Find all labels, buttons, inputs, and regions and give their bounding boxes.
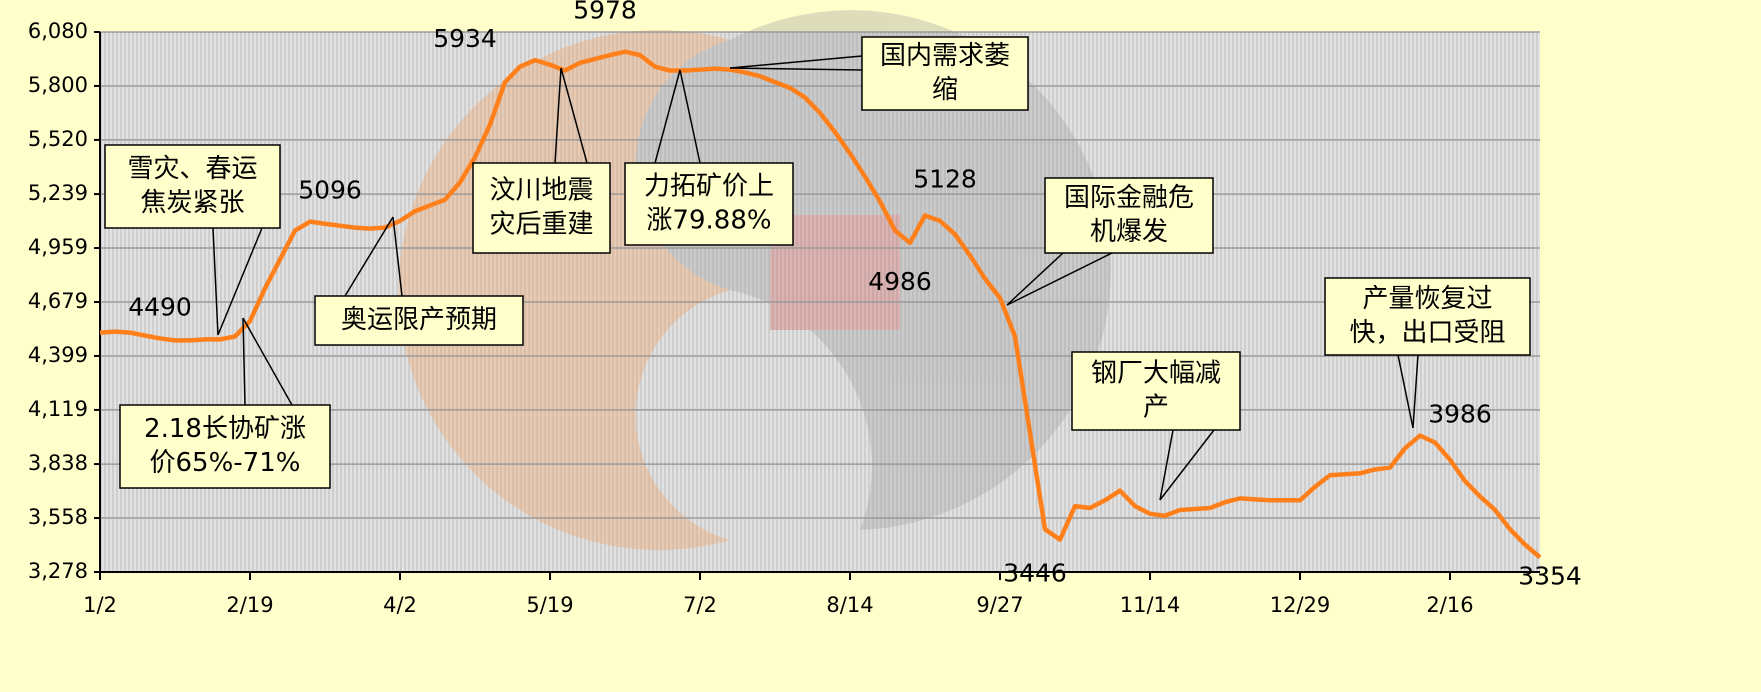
annotation-arrow [679,69,701,164]
annotation-arrow [1006,252,1113,306]
y-tick-label: 5,239 [28,181,88,205]
x-tick-label: 9/27 [976,593,1023,617]
annotation-box [1324,277,1531,356]
annotation-text: 产 [1143,393,1169,423]
x-tick-label: 5/19 [526,593,573,617]
annotation: 奥运限产预期 [314,216,524,346]
x-tick-label: 12/29 [1270,593,1331,617]
annotation-box [104,144,281,229]
y-tick-label: 6,080 [28,19,88,43]
annotation-text: 雪灾、春运 [127,154,257,184]
annotation-arrow [1159,429,1215,501]
annotation-arrow [1159,429,1174,501]
data-label: 5978 [573,0,637,25]
y-tick-label: 5,520 [28,127,88,151]
annotation-arrow [212,227,219,336]
annotation-text: 灾后重建 [489,210,593,240]
annotation-box [861,36,1029,111]
y-tick-label: 3,558 [28,505,88,529]
annotation-text: 2.18长协矿涨 [144,414,306,444]
data-label: 4490 [128,292,192,321]
annotation-arrow [344,216,394,297]
annotation-text: 缩 [932,75,958,105]
annotation-text: 奥运限产预期 [341,305,497,335]
annotation-arrow [217,227,263,336]
annotation-text: 力拓矿价上 [644,172,774,202]
x-tick-label: 11/14 [1120,593,1181,617]
y-tick-label: 4,959 [28,235,88,259]
annotation-text: 汶川地震 [489,176,593,206]
annotation-text: 快，出口受阻 [1349,318,1505,348]
annotation-box [1071,351,1241,431]
annotation-text: 国际金融危 [1064,183,1194,213]
annotation-text: 机爆发 [1090,217,1168,247]
data-label: 5934 [433,24,497,53]
data-label: 3446 [1003,559,1067,588]
annotation-text: 焦炭紧张 [140,188,244,218]
y-tick-label: 3,838 [28,451,88,475]
annotation-arrow [554,67,562,164]
y-tick-label: 4,399 [28,343,88,367]
annotation-box [472,162,611,254]
data-label: 3354 [1518,561,1582,590]
annotation-text: 钢厂大幅减 [1091,359,1221,389]
x-tick-label: 2/19 [226,593,273,617]
annotation-arrow [242,317,246,406]
y-tick-label: 3,278 [28,559,88,583]
annotation-box [1044,177,1214,254]
annotation-text: 国内需求萎 [880,41,1010,71]
data-label: 4986 [868,267,932,296]
annotation-box [624,162,794,246]
annotation-text: 产量恢复过 [1362,284,1492,314]
annotation-text: 价65%-71% [150,448,301,478]
annotation-box [314,295,524,346]
data-label: 5128 [913,164,977,193]
y-tick-label: 4,679 [28,289,88,313]
annotation-arrow [560,67,588,164]
x-tick-label: 1/2 [83,593,117,617]
data-label: 3986 [1428,400,1492,429]
annotation-arrow [654,69,681,164]
annotation-arrow [242,317,293,406]
x-tick-label: 4/2 [383,593,417,617]
data-label: 5096 [298,176,362,205]
x-tick-label: 2/16 [1426,593,1473,617]
series-line [99,49,1542,560]
x-tick-label: 8/14 [826,593,873,617]
annotation-arrow [1006,252,1064,306]
y-tick-label: 4,119 [28,397,88,421]
annotation-arrow [1412,354,1419,429]
y-tick-label: 5,800 [28,73,88,97]
x-tick-label: 7/2 [683,593,717,617]
annotation-arrow [1397,354,1414,429]
annotation-arrow [729,67,863,71]
annotation-arrow [729,55,863,69]
annotation-text: 涨79.88% [646,206,771,236]
annotation-box [119,404,331,489]
annotation-arrow [392,216,403,297]
